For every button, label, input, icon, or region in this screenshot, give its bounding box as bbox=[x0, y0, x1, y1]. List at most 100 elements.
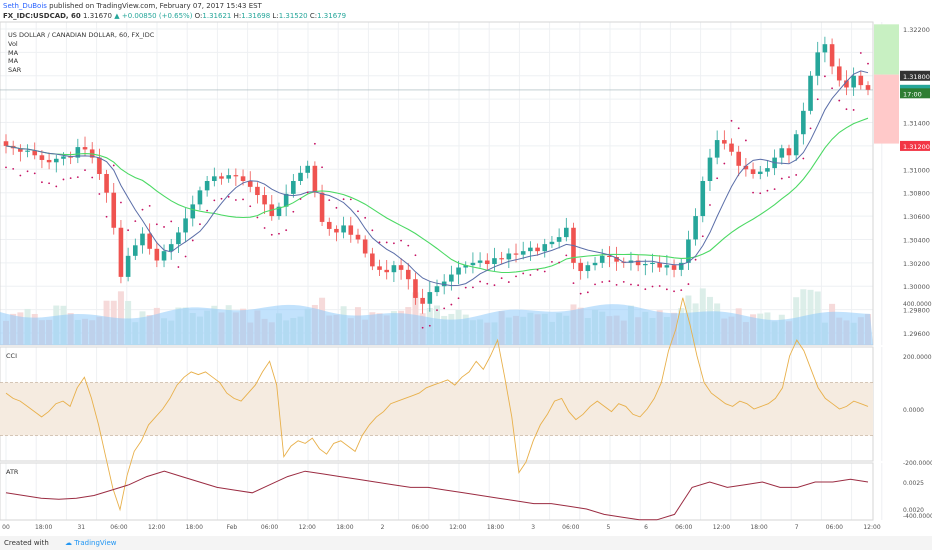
sar-dot bbox=[601, 281, 604, 283]
candle-body bbox=[53, 158, 59, 163]
created-with: Created with bbox=[4, 539, 49, 547]
candle-body bbox=[607, 255, 612, 257]
close-value: 1.31679 bbox=[317, 12, 347, 20]
price-badge bbox=[900, 88, 930, 99]
candle-body bbox=[700, 181, 706, 217]
sar-dot bbox=[69, 177, 72, 179]
sar-dot bbox=[543, 270, 546, 273]
candle-body bbox=[434, 286, 440, 293]
sar-dot bbox=[673, 290, 675, 293]
target-zone bbox=[874, 24, 899, 75]
long-position-tool[interactable] bbox=[0, 24, 899, 144]
sar-dot bbox=[378, 241, 381, 244]
candle-body bbox=[147, 233, 152, 249]
sar-dot bbox=[84, 169, 86, 171]
sar-dot bbox=[852, 109, 855, 111]
price-tick-label: 1.30400 bbox=[903, 236, 930, 244]
volume-bar bbox=[117, 291, 124, 345]
candle-body bbox=[3, 141, 9, 146]
sar-dot bbox=[608, 280, 611, 283]
sar-dot bbox=[457, 297, 460, 300]
sar-dot bbox=[816, 98, 819, 101]
moving-averages bbox=[5, 70, 869, 287]
candle-body bbox=[822, 44, 828, 53]
legend-sar[interactable]: SAR bbox=[8, 66, 22, 75]
sar-dot bbox=[278, 232, 280, 235]
sar-dot bbox=[234, 199, 237, 201]
price-tick-label: 1.31400 bbox=[903, 120, 930, 128]
sar-dot bbox=[831, 87, 833, 90]
price-badge-label: 17:00 bbox=[903, 90, 922, 98]
candle-body bbox=[678, 262, 684, 270]
legend-ma-2[interactable]: MA bbox=[8, 57, 19, 66]
sar-dot bbox=[507, 281, 510, 283]
legend-ma[interactable]: MA bbox=[8, 48, 19, 57]
open-label: O: bbox=[194, 12, 203, 20]
ma-fast-line bbox=[5, 70, 869, 287]
candle-body bbox=[513, 253, 519, 255]
time-tick-label: 2 bbox=[381, 524, 385, 531]
sar-dot bbox=[349, 198, 352, 201]
sar-dot bbox=[112, 164, 115, 167]
candle-body bbox=[722, 140, 727, 144]
sar-dot bbox=[788, 176, 790, 179]
legend-title: US DOLLAR / CANADIAN DOLLAR, 60, FX_IDC bbox=[8, 31, 155, 39]
candle-body bbox=[183, 218, 188, 233]
candle-body bbox=[801, 110, 806, 135]
ohlc-line: FX_IDC:USDCAD, 60 1.31670 ▲ +0.00850 (+0… bbox=[3, 12, 346, 20]
time-tick-label: 18:00 bbox=[186, 524, 203, 531]
candle-body bbox=[456, 267, 461, 275]
tradingview-logo[interactable]: ☁ TradingView bbox=[65, 539, 117, 547]
cci-tick-label: -200.0000 bbox=[903, 460, 932, 467]
sar-dot bbox=[249, 205, 252, 208]
sar-dot bbox=[12, 168, 15, 170]
price-tick-label: 1.30200 bbox=[903, 260, 930, 268]
price-badge-label: 1.31200 bbox=[903, 143, 930, 151]
author-link[interactable]: Seth_DuBois bbox=[3, 2, 47, 10]
time-tick-label: 12:00 bbox=[863, 524, 880, 531]
sar-dot bbox=[313, 142, 316, 145]
sar-dot bbox=[594, 283, 596, 286]
close-label: C: bbox=[309, 12, 318, 20]
high-value: 1.31698 bbox=[241, 12, 271, 20]
sar-dot bbox=[256, 216, 259, 219]
chart-area[interactable]: 400.0000 200.0000 0.0000 -200.0000 -400.0000… bbox=[0, 0, 932, 536]
candle-body bbox=[247, 181, 253, 187]
sar-dot bbox=[285, 229, 288, 232]
time-tick-label: 12:00 bbox=[299, 524, 316, 531]
price-tick-label: 1.29600 bbox=[903, 330, 930, 338]
open-value: 1.31621 bbox=[202, 12, 232, 20]
cci-line bbox=[5, 297, 869, 512]
sar-dot bbox=[105, 215, 108, 218]
atr-title: ATR bbox=[6, 468, 19, 476]
sar-dot bbox=[62, 178, 65, 181]
sar-dot bbox=[615, 283, 618, 286]
candles-layer bbox=[3, 36, 871, 314]
candle-body bbox=[499, 258, 504, 260]
stop-zone bbox=[874, 74, 899, 144]
sar-dot bbox=[709, 204, 711, 206]
sar-dot bbox=[730, 119, 733, 122]
sar-dot bbox=[464, 286, 467, 289]
candle-body bbox=[291, 181, 296, 194]
candle-body bbox=[398, 265, 404, 270]
price-badge bbox=[900, 140, 930, 151]
candle-body bbox=[312, 165, 318, 193]
sar-dot bbox=[155, 223, 158, 226]
cci-title: CCI bbox=[6, 352, 17, 360]
candle-body bbox=[635, 260, 641, 266]
sar-dot bbox=[450, 303, 453, 306]
candle-body bbox=[82, 147, 88, 150]
sar-dot bbox=[687, 283, 690, 285]
sar-dot bbox=[558, 261, 561, 264]
sar-dot bbox=[838, 99, 841, 102]
sar-dot bbox=[299, 198, 302, 200]
candle-body bbox=[686, 239, 691, 263]
legend-vol[interactable]: Vol bbox=[8, 39, 18, 48]
candle-body bbox=[25, 150, 30, 152]
candle-body bbox=[384, 269, 390, 273]
candle-body bbox=[614, 257, 619, 262]
sar-dot bbox=[744, 139, 747, 142]
sar-dot bbox=[48, 182, 50, 185]
candle-body bbox=[111, 192, 117, 228]
